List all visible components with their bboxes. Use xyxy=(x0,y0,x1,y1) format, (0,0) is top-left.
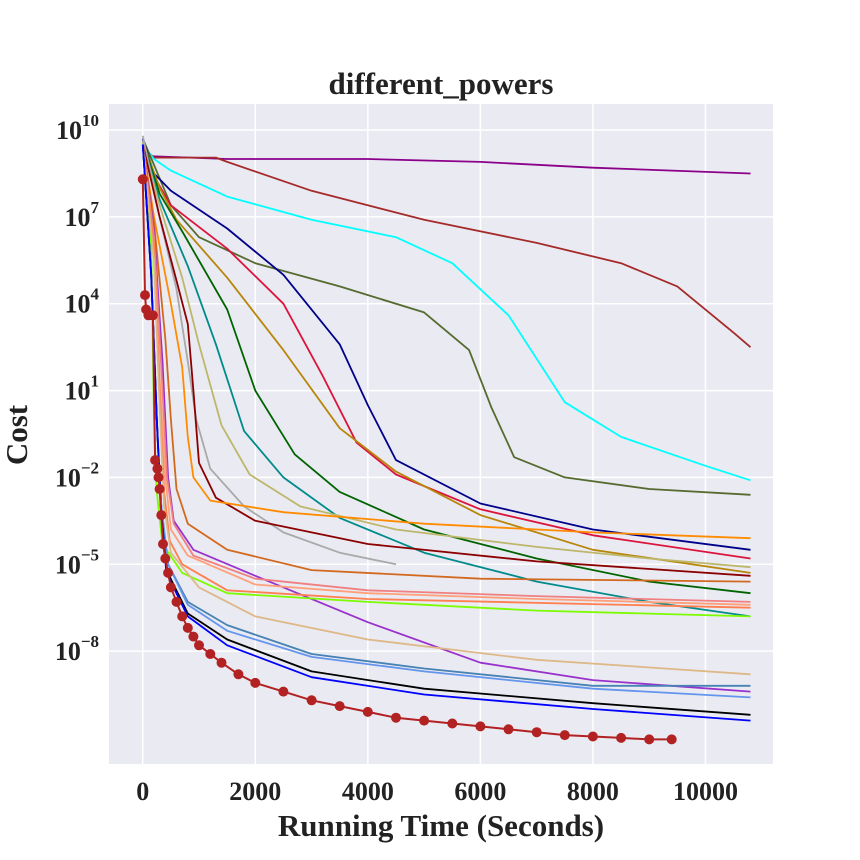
marker-point xyxy=(154,484,165,494)
x-tick-label: 0 xyxy=(136,777,149,806)
x-tick-label: 8000 xyxy=(567,777,619,806)
marker-point xyxy=(150,455,161,466)
marker-point xyxy=(177,611,188,622)
plot-area xyxy=(109,104,773,764)
marker-point xyxy=(447,718,458,729)
series-line-15 xyxy=(141,144,751,693)
marker-point xyxy=(188,631,199,642)
series-line-14 xyxy=(141,144,751,583)
marker-point xyxy=(153,472,164,483)
series-line-20 xyxy=(141,144,751,676)
series-lines xyxy=(141,135,752,722)
series-line-2 xyxy=(142,146,752,348)
series-line-10 xyxy=(141,141,751,569)
marker-point xyxy=(616,732,627,743)
y-tick-label: 10−8 xyxy=(55,632,99,666)
marker-point xyxy=(156,510,167,521)
marker-point xyxy=(216,657,227,668)
marker-point xyxy=(137,174,148,185)
marker-point xyxy=(233,669,244,680)
x-axis-ticks: 0 2000 4000 6000 8000 10000 xyxy=(136,777,738,806)
series-line-3 xyxy=(142,143,751,482)
series-line-7 xyxy=(141,141,751,574)
series-line-12 xyxy=(141,144,751,577)
y-tick-label: 10−5 xyxy=(55,545,99,579)
marker-point xyxy=(503,724,514,735)
series-line-6 xyxy=(141,141,751,560)
marker-point xyxy=(205,649,216,659)
y-axis-label: Cost xyxy=(0,404,34,465)
marker-point xyxy=(160,553,171,564)
marker-point xyxy=(194,640,204,651)
marker-series xyxy=(137,174,677,745)
series-line-5 xyxy=(141,138,751,551)
marker-point xyxy=(334,701,345,712)
series-line-9 xyxy=(141,141,751,618)
marker-point xyxy=(152,463,163,474)
marker-point xyxy=(362,706,373,717)
x-tick-label: 10000 xyxy=(673,777,738,806)
marker-point xyxy=(140,290,150,301)
marker-point xyxy=(531,727,542,738)
y-tick-label: 107 xyxy=(65,198,100,232)
marker-point xyxy=(163,567,174,578)
marker-point xyxy=(165,582,176,593)
grid xyxy=(109,104,773,764)
marker-point xyxy=(391,712,401,723)
y-axis-ticks: 1010 107 104 101 10−2 10−5 10−8 xyxy=(55,111,100,666)
x-axis-label: Running Time (Seconds) xyxy=(278,808,604,843)
marker-point xyxy=(171,596,182,607)
marker-point xyxy=(158,539,168,549)
marker-point xyxy=(666,734,677,745)
marker-point xyxy=(306,695,317,706)
y-tick-label: 1010 xyxy=(56,111,99,145)
y-tick-label: 101 xyxy=(65,372,100,406)
marker-point xyxy=(559,730,570,741)
series-line-11 xyxy=(141,135,397,566)
series-line-8 xyxy=(141,141,751,595)
y-tick-label: 10−2 xyxy=(55,458,99,492)
series-line-16 xyxy=(141,144,751,603)
marker-point xyxy=(182,622,193,633)
marker-point xyxy=(644,734,655,745)
marker-point xyxy=(250,677,261,688)
x-tick-label: 4000 xyxy=(342,777,394,806)
y-tick-label: 104 xyxy=(65,285,100,319)
chart-title: different_powers xyxy=(329,66,554,101)
marker-point xyxy=(475,721,486,732)
series-line-24 xyxy=(141,144,751,722)
marker-point xyxy=(587,731,598,742)
marker-point xyxy=(147,310,158,321)
marker-point xyxy=(419,715,430,726)
marker-point xyxy=(278,686,289,697)
x-tick-label: 2000 xyxy=(229,777,281,806)
x-tick-label: 6000 xyxy=(454,777,506,806)
series-line-13 xyxy=(141,144,751,540)
